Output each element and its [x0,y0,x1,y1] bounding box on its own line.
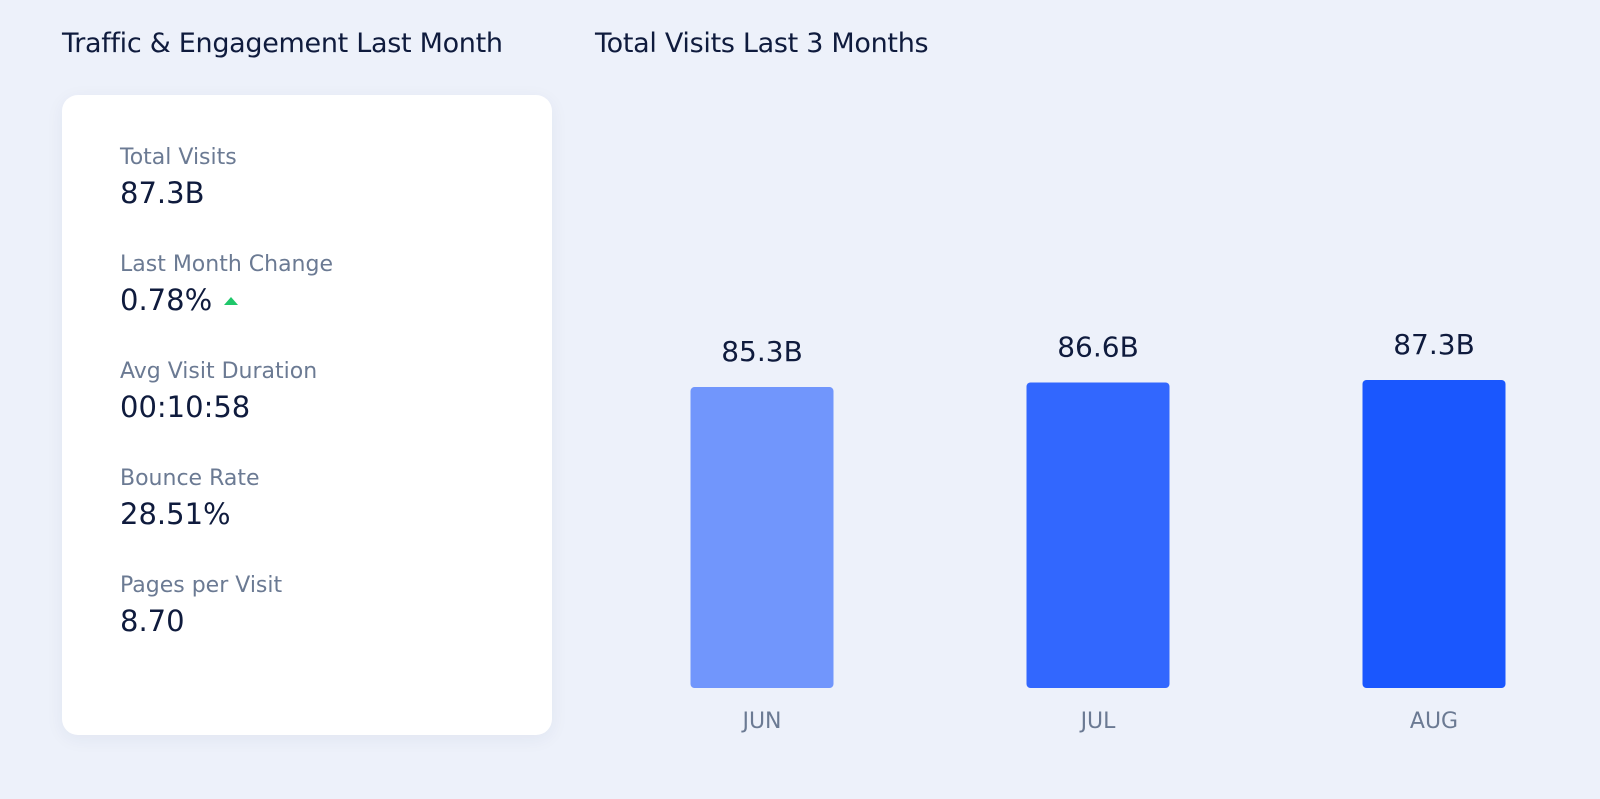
traffic-engagement-card: Total Visits 87.3B Last Month Change 0.7… [62,95,552,735]
metric-value: 28.51% [120,497,231,531]
trend-up-icon [224,297,239,305]
bar-jul [1026,382,1170,688]
x-tick-label: AUG [1410,709,1458,734]
metric-label: Total Visits [120,145,237,170]
metric-label: Bounce Rate [120,466,260,491]
metric-avg-visit-duration: Avg Visit Duration 00:10:58 [120,359,317,424]
metric-label: Pages per Visit [120,573,283,598]
metric-label: Last Month Change [120,252,333,277]
bar-aug [1362,380,1506,688]
metric-value: 8.70 [120,604,185,638]
metric-pages-per-visit: Pages per Visit 8.70 [120,573,282,638]
x-tick-label: JUL [1079,709,1117,734]
traffic-engagement-title: Traffic & Engagement Last Month [62,28,503,59]
metric-last-month-change: Last Month Change 0.78% [120,252,333,317]
bar-value-label: 86.6B [1057,330,1139,363]
metric-label: Avg Visit Duration [120,359,318,384]
total-visits-bar-chart: 85.3B JUN 86.6B JUL 87.3B AUG [690,328,1506,734]
metric-value: 87.3B [120,176,205,210]
bar-value-label: 85.3B [721,335,803,368]
x-tick-label: JUN [740,709,781,734]
metric-value: 00:10:58 [120,390,251,424]
bar-jun [690,387,834,688]
bar-value-label: 87.3B [1393,328,1475,361]
metric-total-visits: Total Visits 87.3B [120,145,237,210]
metric-bounce-rate: Bounce Rate 28.51% [120,466,260,531]
chart-title: Total Visits Last 3 Months [595,28,929,59]
metric-value: 0.78% [120,283,213,317]
